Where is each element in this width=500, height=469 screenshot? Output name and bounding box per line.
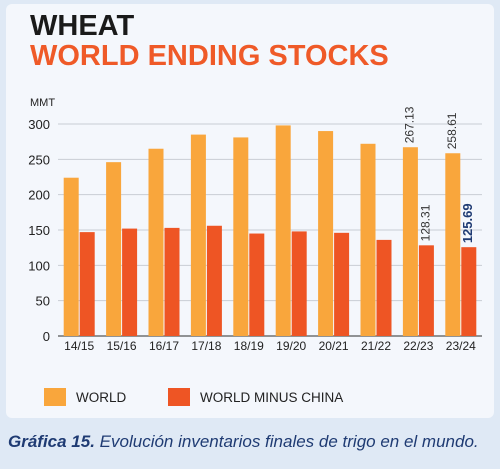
y-tick-label: 0 bbox=[43, 329, 50, 344]
legend-item-world-minus-china: WORLD MINUS CHINA bbox=[168, 388, 343, 406]
legend-swatch-world bbox=[44, 388, 66, 406]
data-label: 125.69 bbox=[460, 203, 475, 243]
legend-swatch-world-minus-china bbox=[168, 388, 190, 406]
x-tick-label: 22/23 bbox=[403, 339, 433, 353]
data-labels: 267.13 128.31 258.61 125.69 bbox=[403, 106, 476, 243]
bar-world-minus-china bbox=[291, 231, 307, 336]
y-tick-labels: 0 50 100 150 200 250 300 bbox=[28, 117, 50, 344]
legend-item-world: WORLD bbox=[44, 388, 126, 406]
bar-world bbox=[190, 134, 206, 336]
y-tick-label: 250 bbox=[28, 152, 50, 167]
figure-caption: Gráfica 15. Evolución inventarios finale… bbox=[8, 432, 479, 452]
bar-world-minus-china bbox=[418, 245, 434, 336]
bar-world bbox=[275, 125, 291, 336]
y-tick-label: 200 bbox=[28, 188, 50, 203]
chart-subtitle: WORLD ENDING STOCKS bbox=[30, 40, 389, 72]
x-tick-label: 14/15 bbox=[64, 339, 94, 353]
y-tick-label: 300 bbox=[28, 117, 50, 132]
bar-world-minus-china bbox=[461, 247, 477, 336]
x-tick-label: 23/24 bbox=[446, 339, 476, 353]
data-label: 267.13 bbox=[403, 106, 417, 143]
bar-world-minus-china bbox=[122, 228, 138, 336]
x-tick-labels: 14/15 15/16 16/17 17/18 18/19 19/20 20/21 21/22… bbox=[64, 339, 476, 353]
bar-world bbox=[402, 147, 418, 336]
x-tick-label: 21/22 bbox=[361, 339, 391, 353]
bar-world bbox=[106, 162, 122, 336]
bar-world-minus-china bbox=[164, 227, 180, 336]
legend-label-world: WORLD bbox=[76, 389, 127, 405]
bar-world bbox=[360, 143, 376, 336]
bar-world bbox=[148, 148, 164, 336]
x-tick-label: 17/18 bbox=[191, 339, 221, 353]
chart-title: WHEAT bbox=[30, 10, 135, 42]
y-tick-label: 100 bbox=[28, 258, 50, 273]
legend-label-world-minus-china: WORLD MINUS CHINA bbox=[200, 389, 344, 405]
bar-world bbox=[233, 137, 249, 336]
caption-label: Gráfica 15. bbox=[8, 432, 95, 451]
x-tick-label: 19/20 bbox=[276, 339, 306, 353]
bar-world bbox=[318, 131, 334, 336]
bars bbox=[63, 125, 477, 336]
data-label: 258.61 bbox=[445, 112, 459, 149]
x-tick-label: 15/16 bbox=[107, 339, 137, 353]
bar-world bbox=[445, 153, 461, 336]
y-tick-label: 50 bbox=[36, 294, 50, 309]
x-tick-label: 20/21 bbox=[319, 339, 349, 353]
bar-world-minus-china bbox=[376, 239, 392, 336]
y-axis-unit-label: MMT bbox=[30, 97, 56, 109]
bar-world-minus-china bbox=[206, 225, 222, 336]
caption-text: Evolución inventarios finales de trigo e… bbox=[94, 432, 479, 451]
bar-world-minus-china bbox=[249, 233, 265, 336]
x-tick-label: 16/17 bbox=[149, 339, 179, 353]
bar-chart: 0 50 100 150 200 250 300 267.13 128.31 258.61 125… bbox=[28, 106, 482, 353]
bar-world bbox=[63, 177, 79, 336]
bar-world-minus-china bbox=[79, 232, 95, 336]
y-tick-label: 150 bbox=[28, 223, 50, 238]
bar-world-minus-china bbox=[334, 232, 350, 336]
x-tick-label: 18/19 bbox=[234, 339, 264, 353]
data-label: 128.31 bbox=[419, 204, 433, 241]
